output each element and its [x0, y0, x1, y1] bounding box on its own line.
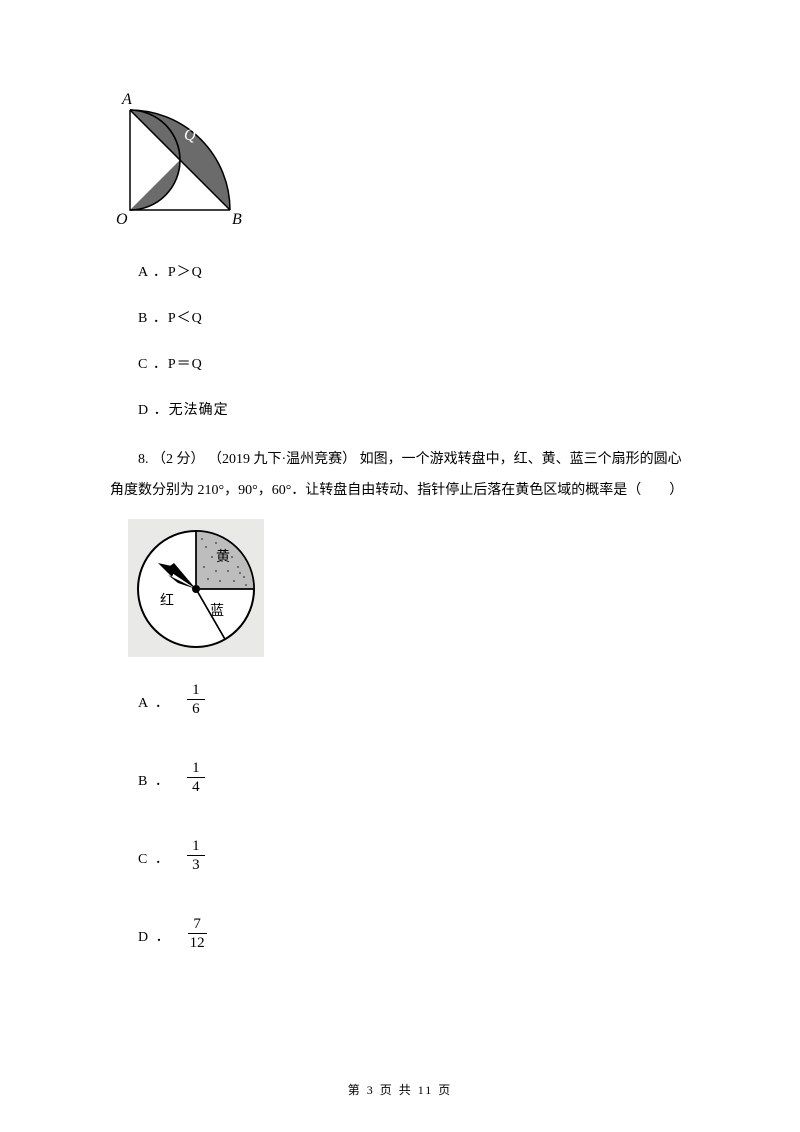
q8-option-a: A ． 1 6 [138, 680, 690, 724]
q8-label-yellow: 黄 [216, 548, 230, 565]
q8-option-b-frac: 1 4 [187, 760, 205, 796]
q7-option-d: D ．无法确定 [138, 399, 690, 419]
q8-option-d-letter: D ． [138, 926, 172, 946]
q8-option-d: D ． 7 12 [138, 914, 690, 958]
q7-label-o: O [116, 211, 128, 228]
frac-bar [187, 699, 205, 700]
q8-option-a-letter: A ． [138, 692, 171, 712]
q7-label-b: B [232, 211, 242, 228]
q8-spinner-svg: 黄 红 蓝 [128, 519, 264, 657]
q8-option-c: C ． 1 3 [138, 836, 690, 880]
q8-label-blue: 蓝 [210, 603, 224, 619]
q8-option-a-frac: 1 6 [187, 682, 205, 718]
frac-num: 7 [191, 916, 203, 933]
q7-options: A ．P＞Q B ．P＜Q C ．P＝Q D ．无法确定 [110, 261, 690, 419]
figure-q8: 黄 红 蓝 [128, 519, 690, 662]
q8-option-d-frac: 7 12 [188, 916, 207, 952]
frac-den: 12 [188, 935, 207, 952]
q7-option-c: C ．P＝Q [138, 353, 690, 373]
frac-den: 4 [190, 779, 202, 796]
q8-label-red: 红 [160, 593, 174, 609]
frac-bar [187, 855, 205, 856]
q8-option-c-frac: 1 3 [187, 838, 205, 874]
frac-den: 6 [190, 701, 202, 718]
q7-label-a: A [121, 91, 132, 108]
frac-bar [188, 933, 207, 934]
frac-num: 1 [190, 682, 202, 699]
figure-q7: A O B P Q [110, 90, 690, 235]
frac-num: 1 [190, 760, 202, 777]
frac-den: 3 [190, 857, 202, 874]
q8-option-c-letter: C ． [138, 848, 171, 868]
frac-bar [187, 777, 205, 778]
q7-option-a: A ．P＞Q [138, 261, 690, 281]
q7-option-b: B ．P＜Q [138, 307, 690, 327]
frac-num: 1 [190, 838, 202, 855]
q7-diagram-svg: A O B P Q [110, 90, 260, 230]
q8-option-b: B ． 1 4 [138, 758, 690, 802]
page-footer: 第 3 页 共 11 页 [0, 1081, 800, 1098]
q7-label-q: Q [184, 127, 196, 144]
q8-option-b-letter: B ． [138, 770, 171, 790]
q8-stem: 8. （2 分） （2019 九下·温州竞赛） 如图，一个游戏转盘中，红、黄、蓝… [110, 445, 690, 507]
q7-label-p: P [145, 177, 156, 194]
